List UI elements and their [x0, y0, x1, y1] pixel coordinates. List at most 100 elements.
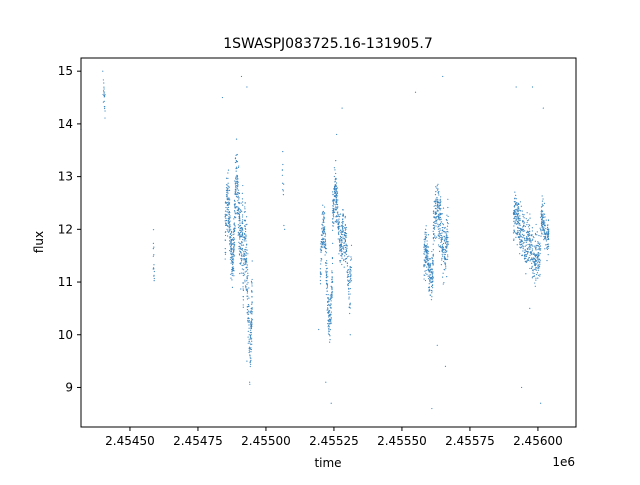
data-point — [227, 212, 229, 214]
x-tick-label: 2.45500 — [241, 434, 291, 448]
data-point — [227, 197, 229, 199]
data-point — [423, 246, 425, 249]
x-tick-label: 2.45525 — [309, 434, 359, 448]
data-point — [251, 302, 253, 304]
data-point — [532, 269, 534, 271]
data-point — [250, 280, 253, 282]
data-point — [526, 212, 528, 214]
data-point — [334, 191, 337, 193]
data-point — [438, 246, 440, 248]
data-point — [444, 248, 446, 250]
data-point — [335, 172, 337, 175]
data-point — [349, 266, 351, 268]
data-point — [229, 249, 231, 252]
data-point — [440, 235, 443, 237]
data-point — [423, 248, 425, 250]
data-point — [521, 240, 523, 243]
data-point — [518, 224, 520, 226]
data-point — [325, 252, 327, 254]
data-point — [521, 254, 523, 257]
data-point — [237, 193, 239, 195]
data-point — [523, 222, 525, 225]
data-point — [539, 260, 541, 262]
data-point — [431, 287, 434, 289]
data-point — [234, 161, 237, 164]
data-point — [441, 238, 443, 240]
data-point — [439, 216, 441, 219]
data-point — [328, 329, 330, 331]
data-point — [324, 254, 326, 256]
data-point — [438, 213, 440, 215]
data-point — [345, 228, 347, 230]
data-point — [234, 188, 236, 190]
data-point — [242, 201, 244, 203]
data-point — [442, 223, 444, 225]
data-point — [443, 282, 445, 284]
data-point — [535, 279, 537, 281]
data-point — [348, 298, 350, 300]
data-point — [441, 253, 443, 255]
data-point — [241, 254, 243, 256]
data-point — [439, 203, 441, 205]
data-point — [336, 195, 339, 197]
data-point — [518, 203, 520, 205]
data-point — [319, 276, 322, 278]
data-point — [530, 244, 532, 246]
data-point — [245, 263, 247, 265]
data-point — [543, 221, 545, 223]
data-point — [348, 296, 350, 298]
data-point — [447, 254, 449, 256]
data-point — [241, 244, 243, 247]
data-point — [229, 220, 231, 222]
data-point — [343, 233, 346, 235]
data-point — [329, 294, 331, 296]
data-point — [442, 242, 445, 245]
data-point — [527, 243, 529, 246]
data-point — [349, 307, 351, 309]
data-point — [249, 331, 251, 334]
data-point — [530, 259, 532, 261]
data-point — [324, 240, 327, 242]
data-point — [319, 279, 321, 282]
data-point — [248, 319, 250, 322]
data-point — [243, 219, 245, 221]
data-point — [250, 318, 253, 320]
data-point — [541, 226, 543, 228]
data-point — [537, 269, 539, 271]
data-point — [519, 253, 521, 255]
data-point — [229, 240, 231, 242]
data-point — [445, 265, 447, 267]
data-point — [324, 234, 327, 236]
data-point — [546, 234, 548, 236]
data-point — [521, 228, 523, 230]
data-point — [335, 187, 338, 190]
data-point — [350, 270, 352, 272]
data-point — [335, 177, 337, 179]
data-point — [518, 233, 520, 236]
data-point — [526, 260, 528, 262]
data-point — [348, 255, 350, 257]
data-point — [535, 273, 538, 276]
data-point — [236, 153, 238, 156]
data-point — [430, 276, 433, 279]
data-point — [540, 215, 543, 217]
data-point — [226, 195, 228, 198]
data-point — [328, 328, 330, 330]
data-point — [545, 240, 548, 242]
data-point — [433, 205, 435, 207]
data-point — [237, 191, 239, 194]
data-point — [547, 247, 549, 249]
data-point — [529, 217, 531, 219]
data-point — [535, 254, 538, 257]
data-point — [523, 258, 526, 260]
data-point — [435, 203, 437, 205]
data-point — [548, 230, 550, 232]
data-point — [431, 280, 433, 282]
data-point — [429, 289, 431, 291]
data-point — [334, 209, 336, 211]
data-point — [522, 220, 524, 222]
data-point — [526, 240, 528, 242]
data-point — [339, 237, 341, 240]
data-point — [240, 75, 243, 78]
data-point — [225, 251, 227, 254]
